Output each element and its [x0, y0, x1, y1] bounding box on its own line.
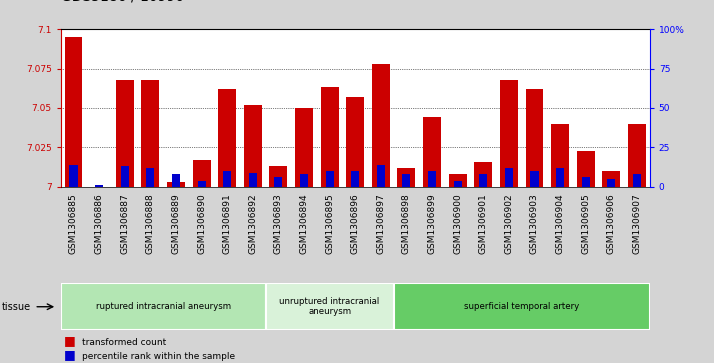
Bar — [326, 171, 333, 187]
Bar — [116, 79, 134, 187]
Text: ruptured intracranial aneurysm: ruptured intracranial aneurysm — [96, 302, 231, 311]
Text: unruptured intracranial
aneurysm: unruptured intracranial aneurysm — [279, 297, 380, 317]
Bar — [223, 171, 231, 187]
Bar — [393, 283, 650, 330]
Bar — [167, 182, 185, 187]
Bar — [146, 168, 154, 187]
Bar — [193, 160, 211, 187]
Bar — [321, 87, 338, 187]
Bar — [479, 174, 487, 187]
Bar — [377, 165, 385, 187]
Bar — [500, 79, 518, 187]
Bar — [243, 105, 262, 187]
Bar — [556, 168, 564, 187]
Bar — [453, 181, 462, 187]
Bar — [633, 174, 641, 187]
Bar — [403, 174, 411, 187]
Bar — [423, 118, 441, 187]
Bar — [551, 124, 569, 187]
Bar — [531, 171, 538, 187]
Text: percentile rank within the sample: percentile rank within the sample — [82, 352, 235, 361]
Text: ■: ■ — [64, 348, 76, 361]
Bar — [372, 64, 390, 187]
Bar — [269, 166, 287, 187]
Text: GDS5186 / 10990: GDS5186 / 10990 — [61, 0, 183, 4]
Bar — [346, 97, 364, 187]
Bar — [95, 185, 103, 187]
Bar — [582, 178, 590, 187]
Bar — [474, 162, 492, 187]
Bar — [198, 181, 206, 187]
Text: transformed count: transformed count — [82, 338, 166, 347]
Text: tissue: tissue — [2, 302, 31, 312]
Bar — [300, 174, 308, 187]
Bar — [577, 151, 595, 187]
Bar — [69, 165, 78, 187]
Bar — [628, 124, 646, 187]
Bar — [608, 179, 615, 187]
Text: superficial temporal artery: superficial temporal artery — [464, 302, 579, 311]
Bar — [295, 108, 313, 187]
Bar — [505, 168, 513, 187]
Bar — [248, 173, 257, 187]
Bar — [121, 166, 129, 187]
Bar — [603, 171, 620, 187]
Bar — [141, 79, 159, 187]
Bar — [526, 89, 543, 187]
Bar — [428, 171, 436, 187]
Bar — [274, 178, 283, 187]
Bar — [172, 174, 180, 187]
Text: ■: ■ — [64, 334, 76, 347]
Bar — [61, 283, 266, 330]
Bar — [351, 171, 359, 187]
Bar — [266, 283, 393, 330]
Bar — [398, 168, 416, 187]
Bar — [64, 37, 82, 187]
Bar — [218, 89, 236, 187]
Bar — [448, 174, 467, 187]
